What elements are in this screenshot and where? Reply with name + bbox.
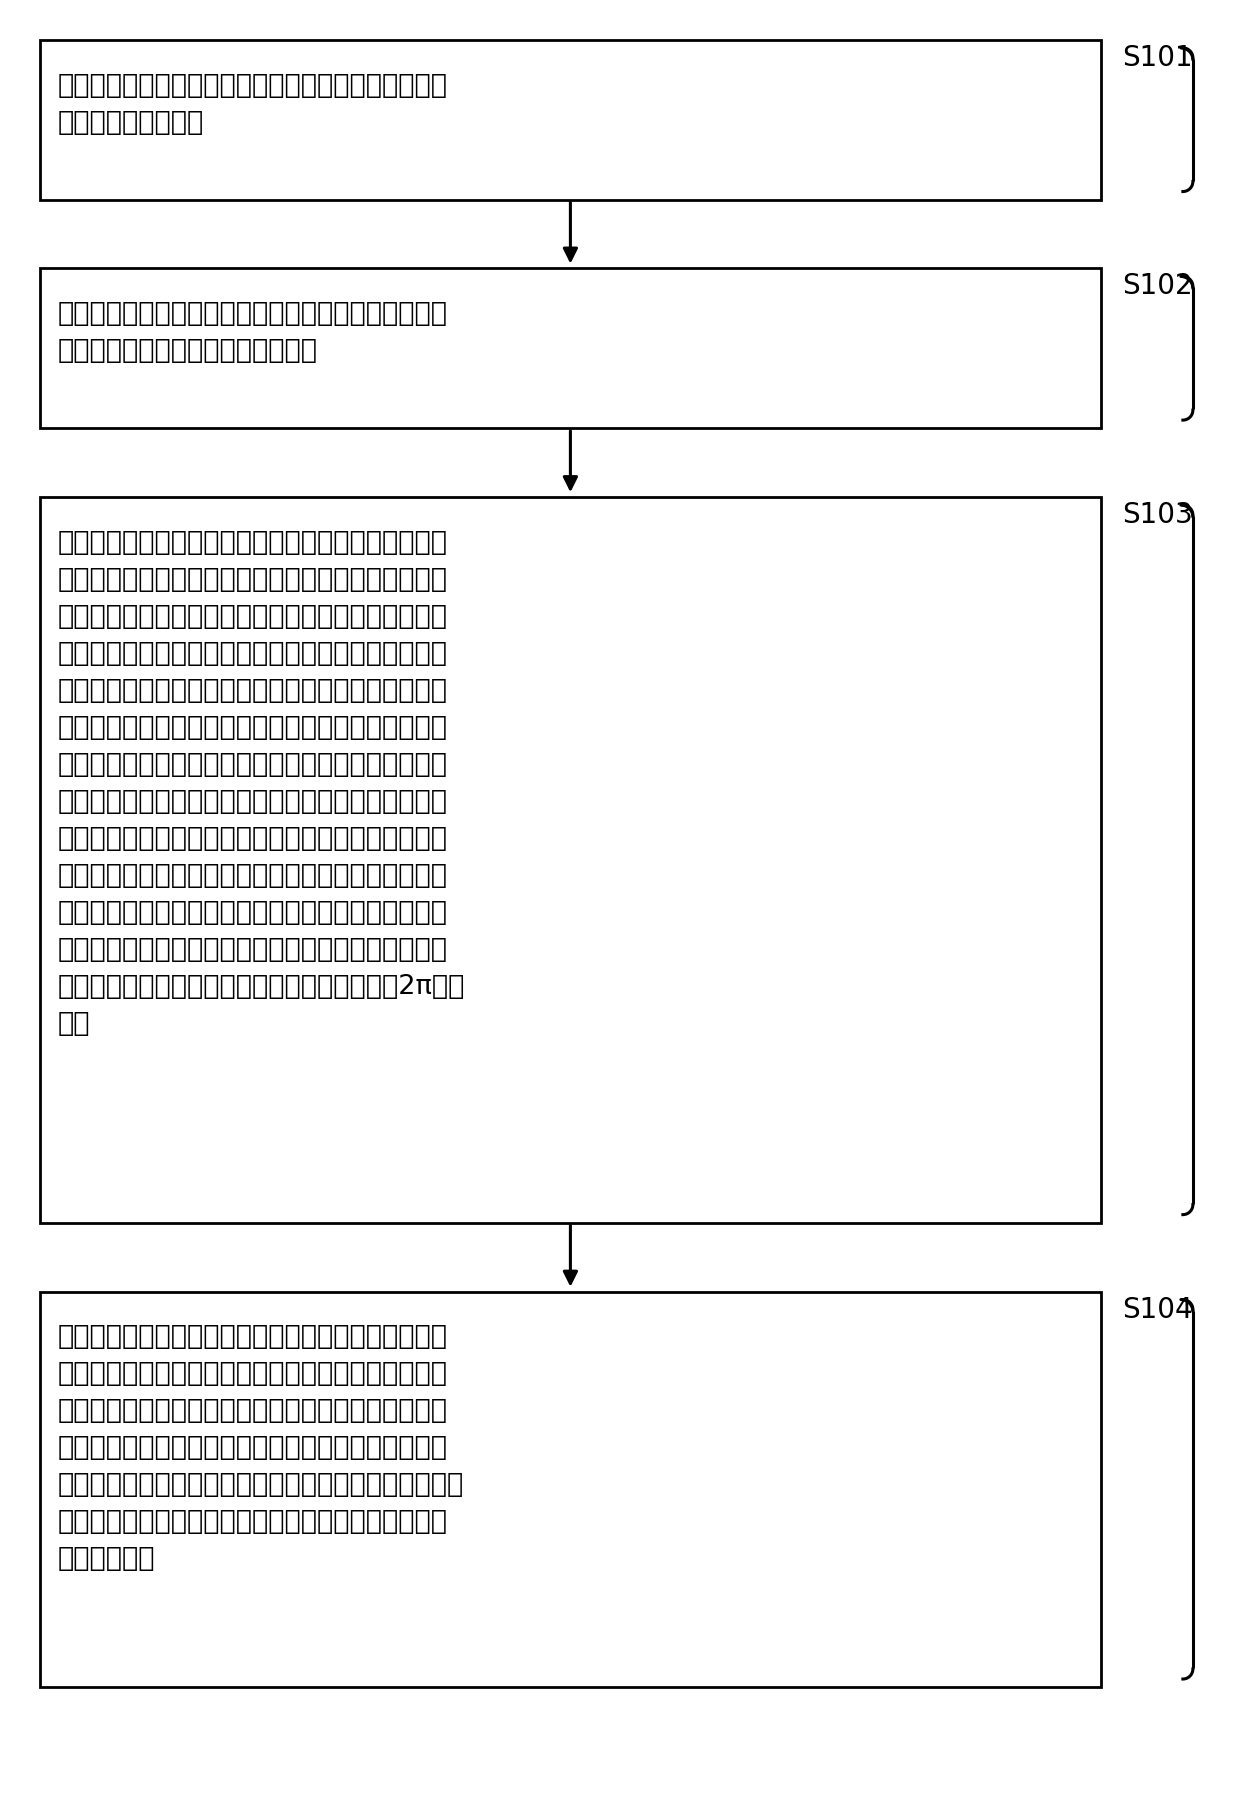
Text: 对于所述第一路光脉冲和第二路光脉冲中的每一路光脉
冲，将该路光脉冲分束为两路子光脉冲；以及分别在两
条子光路上传输所述两路子光脉冲，并将所述两路子光
脉冲作相对: 对于所述第一路光脉冲和第二路光脉冲中的每一路光脉 冲，将该路光脉冲分束为两路子光… [58,530,465,1036]
Text: S104: S104 [1122,1295,1193,1324]
Text: S102: S102 [1122,272,1193,301]
FancyBboxPatch shape [40,40,1101,200]
FancyBboxPatch shape [40,1292,1101,1687]
Text: 分别对分束后的所述第一路光脉冲和第二路光脉冲按照
量子密钥分发协议进行相位解码输出: 分别对分束后的所述第一路光脉冲和第二路光脉冲按照 量子密钥分发协议进行相位解码输… [58,301,448,365]
Text: 在分别对所述第一路光脉冲和第二路光脉冲按照量子密
钥分发协议进行相位解码的过程中如下所述进行相位调
制：在分束至合束的过程中，对所述第一路光脉冲分束
得到的两路: 在分别对所述第一路光脉冲和第二路光脉冲按照量子密 钥分发协议进行相位解码的过程中… [58,1324,464,1573]
FancyBboxPatch shape [40,268,1101,428]
Text: S103: S103 [1122,501,1193,530]
FancyBboxPatch shape [40,497,1101,1223]
Text: 将入射的任意偏振态的一路输入光脉冲分束为第一路光
脉冲和第二路光脉冲: 将入射的任意偏振态的一路输入光脉冲分束为第一路光 脉冲和第二路光脉冲 [58,73,448,136]
Text: S101: S101 [1122,44,1193,73]
